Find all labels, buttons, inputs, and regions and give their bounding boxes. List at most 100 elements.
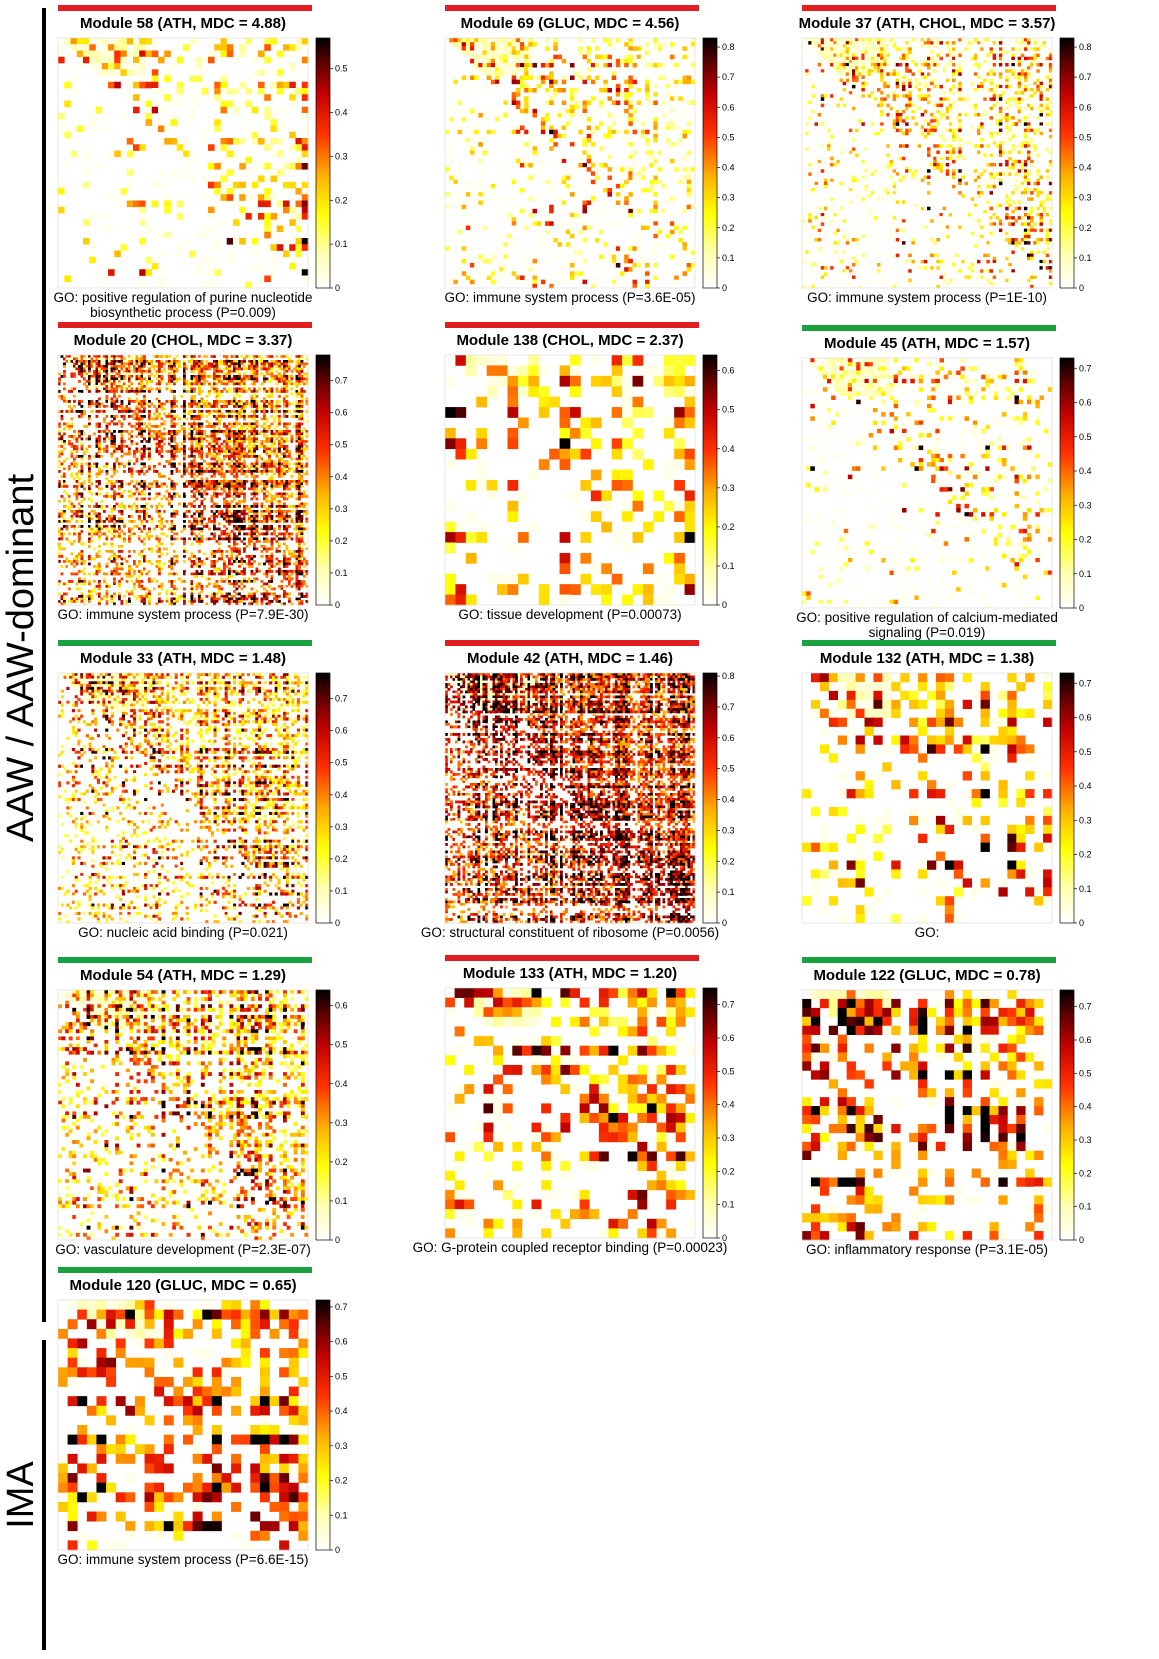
heatmap-cell [973, 63, 978, 67]
heatmap-cell [1030, 159, 1034, 164]
heatmap-cell [276, 150, 284, 158]
heatmap-cell [599, 50, 604, 56]
heatmap-cell [933, 238, 937, 242]
heatmap-cell [183, 156, 190, 164]
heatmap-cell [228, 390, 231, 393]
heatmap-cell [870, 97, 875, 101]
heatmap-cell [908, 94, 912, 98]
heatmap-cell [200, 400, 204, 403]
heatmap-cell [983, 116, 987, 120]
heatmap-cell [923, 128, 928, 133]
heatmap-cell [805, 69, 809, 73]
heatmap-cell [240, 360, 244, 363]
heatmap-cell [126, 69, 134, 76]
heatmap-cell [802, 253, 806, 258]
heatmap-cell [574, 54, 579, 60]
heatmap-cell [808, 100, 812, 104]
heatmap-cell [936, 238, 940, 242]
heatmap-cell [553, 46, 558, 51]
heatmap-cell [686, 179, 692, 185]
heatmap-cell [95, 163, 103, 170]
heatmap-cell [908, 216, 912, 220]
heatmap-cell [115, 355, 119, 358]
heatmap-cell [864, 281, 868, 286]
heatmap-cell [1045, 72, 1050, 76]
heatmap-cell [295, 410, 299, 413]
heatmap-cell [457, 125, 463, 131]
heatmap-cell [980, 144, 984, 148]
heatmap-cell [120, 113, 128, 120]
heatmap-cell [145, 387, 149, 391]
heatmap-cell [273, 405, 276, 408]
heatmap-cell [873, 216, 878, 220]
heatmap-cell [945, 109, 950, 114]
heatmap-cell [923, 41, 928, 45]
heatmap-cell [1027, 41, 1031, 45]
heatmap-cell [945, 234, 950, 239]
heatmap-cell [1020, 150, 1025, 154]
heatmap-cell [561, 75, 567, 81]
heatmap-cell [808, 163, 812, 167]
heatmap-cell [285, 370, 289, 373]
heatmap-cell [507, 50, 513, 56]
heatmap-cell [1014, 38, 1018, 42]
heatmap-cell [930, 125, 934, 129]
heatmap-cell [215, 400, 219, 403]
heatmap-cell [611, 254, 617, 260]
heatmap-cell [682, 129, 688, 135]
heatmap-cell [1039, 78, 1043, 83]
heatmap-cell [168, 372, 171, 376]
heatmap-cell [70, 75, 78, 83]
heatmap-cell [258, 407, 261, 411]
heatmap-cell [1027, 253, 1031, 258]
heatmap-cell [920, 94, 925, 98]
heatmap-cell [1008, 156, 1012, 161]
heatmap-cell [653, 200, 658, 206]
heatmap-cell [923, 75, 928, 79]
heatmap-cell [258, 387, 261, 391]
heatmap-cell [495, 117, 500, 122]
heatmap-cell [852, 147, 856, 151]
heatmap-cell [970, 113, 975, 117]
heatmap-cell [955, 253, 959, 258]
heatmap-cell [75, 355, 79, 358]
heatmap-cell [138, 357, 141, 361]
heatmap-cell [549, 63, 554, 68]
heatmap-cell [1023, 169, 1028, 173]
heatmap-cell [245, 44, 253, 51]
heatmap-cell [1014, 234, 1018, 239]
heatmap-cell [942, 153, 947, 158]
heatmap-cell [936, 122, 940, 126]
heatmap-cell [1002, 150, 1006, 154]
heatmap-cell [983, 209, 987, 214]
heatmap-cell [645, 83, 650, 89]
heatmap-cell [923, 94, 928, 98]
heatmap-cell [135, 407, 139, 411]
heatmap-cell [1020, 175, 1025, 179]
heatmap-cell [1020, 91, 1025, 95]
heatmap-cell [1039, 228, 1043, 233]
heatmap-cell [961, 38, 965, 42]
heatmap-cell [1030, 209, 1034, 214]
heatmap-cell [858, 259, 862, 264]
heatmap-cell [936, 72, 940, 76]
heatmap-cell [1014, 188, 1018, 192]
heatmap-cell [220, 106, 228, 114]
heatmap-cell [570, 246, 575, 251]
heatmap-cell [611, 117, 617, 122]
heatmap-cell [532, 146, 538, 151]
heatmap-cell [1027, 94, 1031, 98]
heatmap-cell [165, 372, 169, 376]
heatmap-cell [908, 222, 912, 226]
heatmap-cell [820, 144, 825, 148]
heatmap-cell [880, 78, 884, 83]
heatmap-cell [268, 367, 271, 371]
heatmap-cell [258, 175, 265, 183]
heatmap-cell [233, 387, 236, 391]
heatmap-cell [507, 213, 513, 218]
heatmap-cell [153, 365, 156, 368]
heatmap-cell [263, 360, 266, 363]
heatmap-cell [243, 410, 246, 413]
heatmap-cell [690, 204, 696, 210]
heatmap-cell [303, 377, 306, 381]
